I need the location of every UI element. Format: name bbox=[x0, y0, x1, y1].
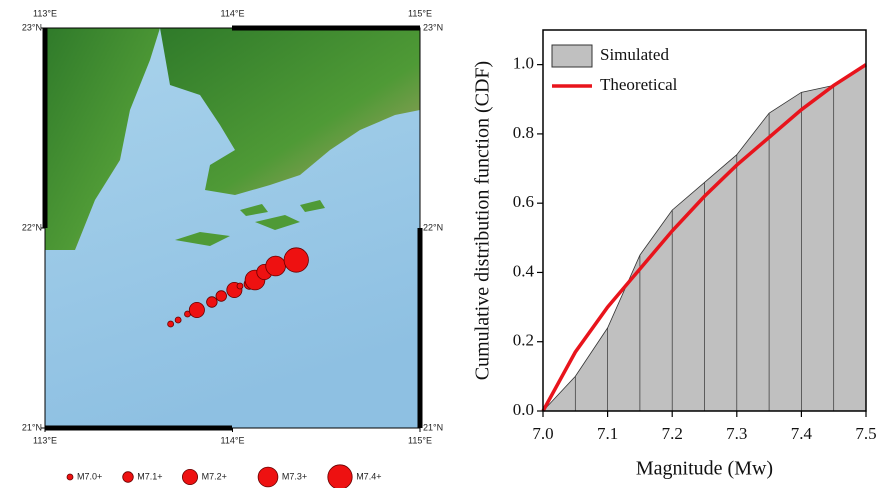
legend-symbol bbox=[328, 465, 352, 488]
y-tick-label: 0.8 bbox=[513, 123, 534, 142]
x-tick-label: 7.5 bbox=[855, 424, 876, 443]
legend-label: Theoretical bbox=[600, 75, 678, 94]
y-tick-label: 22°N bbox=[423, 222, 443, 232]
earthquake bbox=[207, 297, 218, 308]
legend-symbol bbox=[258, 467, 278, 487]
x-tick-label: 115°E bbox=[408, 8, 432, 18]
y-tick-label: 1.0 bbox=[513, 54, 534, 73]
x-tick-label: 7.1 bbox=[597, 424, 618, 443]
legend-label: M7.2+ bbox=[202, 471, 227, 481]
figure: 113°E 113°E 114°E 114°E 115°E 115°E 21°N 21°N 22… bbox=[0, 0, 882, 488]
y-tick-label: 21°N bbox=[423, 422, 443, 432]
x-tick-label: 114°E bbox=[221, 8, 245, 18]
x-tick-label: 7.3 bbox=[726, 424, 747, 443]
legend-label: M7.1+ bbox=[137, 471, 162, 481]
earthquake bbox=[216, 291, 227, 302]
y-tick-label: 22°N bbox=[22, 222, 42, 232]
x-tick-label: 113°E bbox=[33, 435, 57, 445]
y-tick-label: 23°N bbox=[22, 22, 42, 32]
cdf-panel: 7.0 7.1 7.2 7.3 7.4 7.5 0.0 0.2 0.4 0.6 0.8 1.0 Magn… bbox=[472, 30, 877, 480]
y-tick-label: 0.4 bbox=[513, 261, 535, 280]
x-tick-label: 114°E bbox=[221, 435, 245, 445]
x-tick-label: 7.2 bbox=[662, 424, 683, 443]
legend-label: Simulated bbox=[600, 45, 669, 64]
x-tick-label: 113°E bbox=[33, 8, 57, 18]
earthquake bbox=[266, 256, 286, 276]
legend-label: M7.0+ bbox=[77, 471, 102, 481]
x-axis-label: Magnitude (Mw) bbox=[636, 458, 773, 480]
earthquake bbox=[175, 317, 181, 323]
map-panel: 113°E 113°E 114°E 114°E 115°E 115°E 21°N 21°N 22… bbox=[22, 8, 443, 488]
legend-symbol bbox=[67, 474, 73, 480]
legend-symbol bbox=[182, 469, 197, 484]
x-tick-label: 7.4 bbox=[791, 424, 813, 443]
y-tick-label: 0.0 bbox=[513, 400, 534, 419]
earthquake bbox=[168, 321, 174, 327]
x-tick-label: 7.0 bbox=[532, 424, 553, 443]
y-tick-label: 23°N bbox=[423, 22, 443, 32]
legend-label: M7.3+ bbox=[282, 471, 307, 481]
earthquake bbox=[189, 302, 204, 317]
legend-swatch bbox=[552, 45, 592, 67]
earthquake bbox=[237, 283, 243, 289]
y-axis-label: Cumulative distribution function (CDF) bbox=[472, 61, 494, 380]
legend-symbol bbox=[123, 472, 134, 483]
y-tick-label: 0.6 bbox=[513, 192, 534, 211]
earthquake bbox=[284, 248, 308, 272]
y-tick-label: 0.2 bbox=[513, 331, 534, 350]
x-tick-label: 115°E bbox=[408, 435, 432, 445]
legend-label: M7.4+ bbox=[356, 471, 381, 481]
y-tick-label: 21°N bbox=[22, 422, 42, 432]
